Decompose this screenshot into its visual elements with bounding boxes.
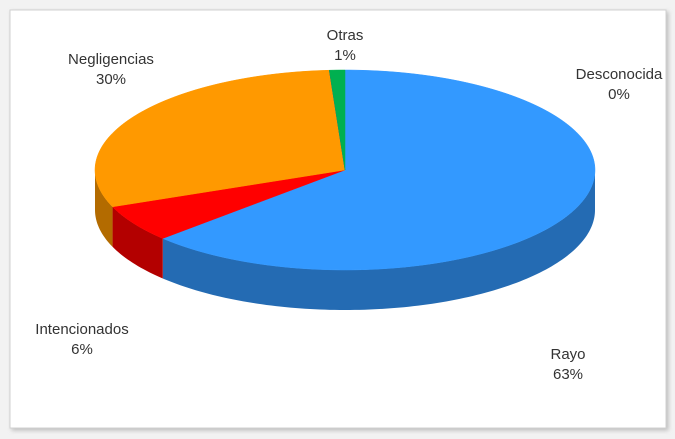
value-label: 1% <box>334 47 356 64</box>
slice <box>112 169 346 239</box>
category-label: Desconocida <box>576 66 663 83</box>
slice <box>162 69 596 271</box>
slice-side <box>112 206 163 279</box>
slice <box>329 69 346 171</box>
slice-side <box>162 170 595 310</box>
category-label: Intencionados <box>35 321 128 338</box>
value-label: 63% <box>553 366 583 383</box>
labels: Rayo 63% Intencionados 6% Negligencias 30% Des… <box>35 27 663 383</box>
category-label: Rayo <box>550 346 585 363</box>
slice <box>94 69 346 208</box>
category-label: Otras <box>327 27 364 44</box>
pie <box>94 69 596 310</box>
category-label: Negligencias <box>68 51 154 68</box>
value-label: 6% <box>71 341 93 358</box>
value-label: 0% <box>608 86 630 103</box>
value-label: 30% <box>96 71 126 88</box>
